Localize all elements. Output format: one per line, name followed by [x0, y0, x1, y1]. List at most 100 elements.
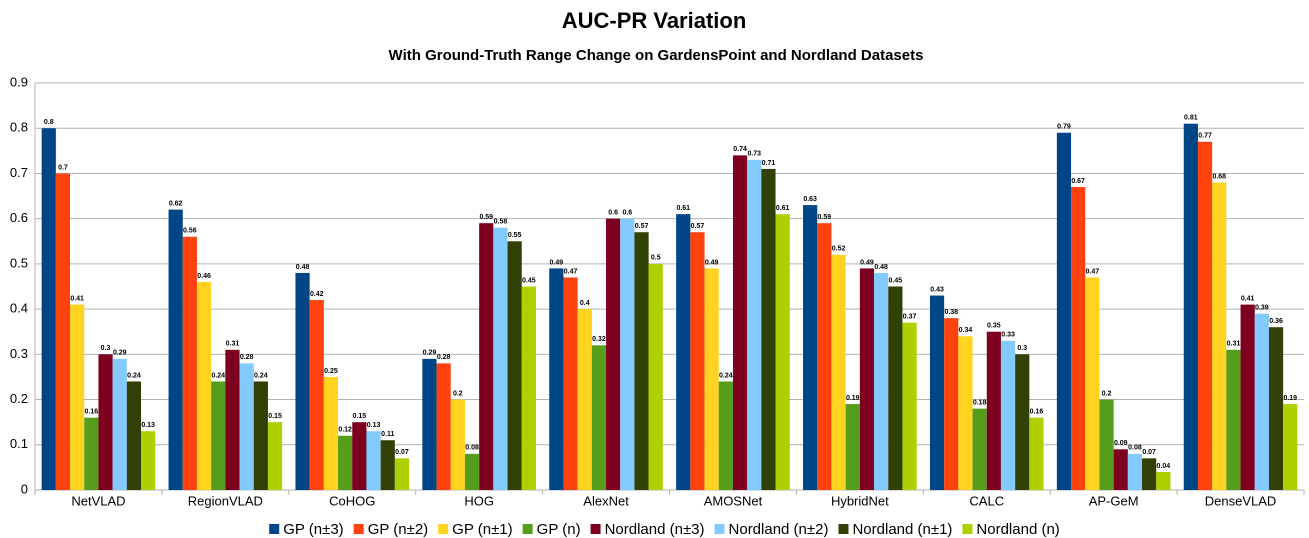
legend-swatch — [838, 524, 849, 534]
bar — [225, 349, 240, 490]
value-label: 0.57 — [635, 223, 649, 230]
value-label: 0.8 — [44, 119, 54, 126]
value-label: 0.47 — [1086, 268, 1100, 275]
value-label: 0.16 — [85, 408, 99, 415]
bar — [986, 331, 1001, 490]
bar — [1029, 417, 1044, 490]
bar — [620, 218, 635, 490]
x-tick-label: AMOSNet — [704, 493, 763, 508]
x-tick-label: RegionVLAD — [188, 493, 263, 508]
value-label: 0.2 — [453, 390, 463, 397]
bar — [577, 309, 592, 490]
value-label: 0.24 — [127, 372, 141, 379]
y-tick-label: 0.8 — [10, 120, 28, 135]
value-label: 0.33 — [1001, 332, 1015, 339]
value-label: 0.63 — [803, 196, 817, 203]
bar — [479, 223, 494, 490]
bar — [761, 168, 776, 490]
bar — [648, 263, 663, 490]
value-label: 0.11 — [381, 431, 394, 438]
legend-swatch — [269, 524, 280, 534]
bar — [1212, 182, 1227, 490]
bar — [1015, 354, 1030, 490]
bar — [929, 295, 945, 490]
y-tick-label: 0.7 — [10, 165, 28, 180]
bar — [888, 286, 903, 490]
bar — [366, 431, 381, 490]
bar — [196, 281, 212, 490]
value-label: 0.2 — [1102, 390, 1112, 397]
bar — [394, 458, 410, 490]
value-label: 0.56 — [183, 228, 197, 235]
bar — [323, 376, 339, 490]
value-label: 0.45 — [522, 277, 536, 284]
value-label: 0.59 — [818, 214, 832, 221]
bar — [450, 399, 465, 490]
bar — [831, 254, 846, 490]
bar — [41, 128, 56, 490]
value-label: 0.46 — [197, 273, 211, 280]
x-tick-label: NetVLAD — [71, 493, 125, 508]
value-label: 0.13 — [367, 422, 381, 429]
bar — [182, 236, 197, 490]
value-label: 0.42 — [310, 291, 324, 298]
value-label: 0.55 — [508, 232, 522, 239]
bar — [690, 232, 705, 490]
value-label: 0.73 — [747, 151, 761, 158]
value-label: 0.29 — [423, 350, 437, 357]
bar — [1071, 187, 1086, 490]
value-label: 0.28 — [437, 354, 451, 361]
bar — [253, 381, 268, 490]
chart-subtitle: With Ground-Truth Range Change on Garden… — [389, 47, 924, 64]
legend-swatch — [590, 524, 601, 534]
value-label: 0.74 — [733, 146, 747, 153]
bar — [775, 214, 790, 490]
value-label: 0.24 — [211, 372, 225, 379]
value-label: 0.39 — [1255, 304, 1269, 311]
value-label: 0.7 — [58, 164, 68, 171]
value-label: 0.07 — [395, 449, 409, 456]
value-label: 0.41 — [70, 295, 84, 302]
bar — [98, 354, 113, 490]
legend-label: Nordland (n) — [976, 521, 1059, 538]
value-label: 0.07 — [1142, 449, 1156, 456]
legend-label: Nordland (n±1) — [852, 521, 952, 538]
y-tick-label: 0.1 — [10, 436, 28, 451]
value-label: 0.31 — [226, 341, 240, 348]
bar — [112, 358, 127, 490]
legend-swatch — [962, 524, 973, 534]
value-label: 0.04 — [1157, 463, 1171, 470]
bar — [958, 336, 973, 490]
value-label: 0.62 — [169, 200, 183, 207]
legend-swatch — [353, 524, 364, 534]
value-label: 0.43 — [930, 286, 944, 293]
value-label: 0.68 — [1212, 173, 1226, 180]
bar — [126, 381, 142, 490]
value-label: 0.77 — [1198, 133, 1212, 140]
legend-swatch — [714, 524, 725, 534]
value-label: 0.31 — [1227, 341, 1241, 348]
value-label: 0.48 — [296, 264, 310, 271]
bar — [634, 232, 649, 490]
value-label: 0.08 — [465, 445, 479, 452]
bar — [591, 345, 607, 490]
value-label: 0.61 — [676, 205, 690, 212]
bar — [239, 363, 254, 490]
bar — [1268, 327, 1284, 490]
value-label: 0.6 — [608, 210, 618, 217]
value-label: 0.15 — [268, 413, 282, 420]
bar — [803, 205, 818, 490]
bar — [1113, 449, 1128, 490]
value-label: 0.52 — [832, 246, 846, 253]
bar — [1000, 340, 1016, 490]
x-tick-label: DenseVLAD — [1205, 493, 1277, 508]
value-label: 0.59 — [479, 214, 493, 221]
value-label: 0.15 — [353, 413, 367, 420]
bar — [972, 408, 987, 490]
value-label: 0.49 — [705, 259, 719, 266]
bar — [704, 268, 719, 490]
bar — [422, 358, 437, 490]
bar — [1099, 399, 1114, 490]
value-label: 0.36 — [1269, 318, 1283, 325]
